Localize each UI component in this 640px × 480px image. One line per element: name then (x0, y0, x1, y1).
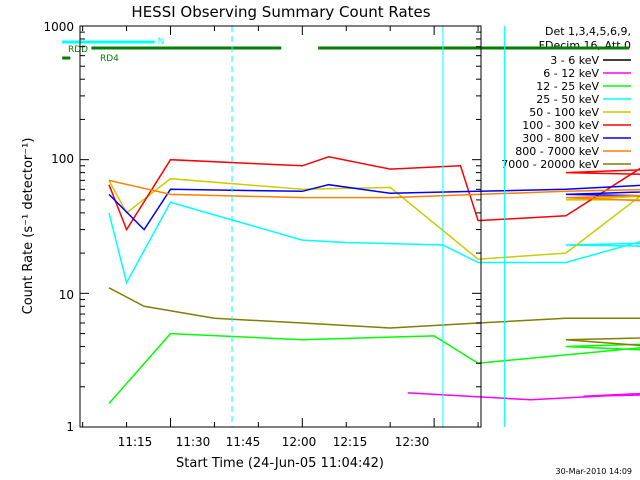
chart-title: HESSI Observing Summary Count Rates (131, 3, 430, 21)
x-axis (82, 26, 479, 427)
flag-n-label: N (158, 37, 165, 47)
x-tick-label: 12:00 (282, 435, 317, 449)
footer-date: 30-Mar-2010 14:09 (556, 467, 633, 476)
x-tick-label: 11:30 (176, 435, 211, 449)
legend-label: 6 - 12 keV (543, 67, 599, 80)
plot-area: N RDD RD4 (62, 26, 640, 427)
series-line-3 (108, 201, 640, 285)
flag-rdd-label: RDD (68, 45, 88, 55)
series-line-4 (108, 177, 640, 260)
x-tick-label: 12:30 (395, 435, 430, 449)
legend-label: 7000 - 20000 keV (501, 158, 599, 171)
legend-label: 3 - 6 keV (550, 54, 599, 67)
y-tick-label: 100 (51, 152, 74, 166)
legend-label: 25 - 50 keV (536, 93, 599, 106)
series-line-1 (407, 392, 640, 401)
plot-frame (79, 25, 482, 428)
y-tick-label: 10 (59, 288, 74, 302)
series-line-2 (108, 332, 640, 404)
series-line-7 (108, 179, 640, 202)
y-tick-label: 1000 (43, 20, 74, 34)
legend-label: 300 - 800 keV (522, 132, 599, 145)
legend-label: 800 - 7000 keV (515, 145, 599, 158)
y-axis-label: Count Rate (s⁻¹ detector⁻¹) (21, 138, 36, 315)
y-axis (80, 31, 481, 428)
legend-label: 12 - 25 keV (536, 80, 599, 93)
flag-rd4-label: RD4 (100, 54, 119, 64)
legend-label: 50 - 100 keV (529, 106, 599, 119)
x-tick-label: 11:15 (118, 435, 153, 449)
x-tick-label: 12:15 (333, 435, 368, 449)
series-line-8 (108, 287, 640, 347)
legend-header-line-2: FDecim 16, Att 0 (539, 39, 631, 52)
series-line-6 (108, 183, 640, 231)
y-tick-label: 1 (66, 420, 74, 434)
x-axis-label: Start Time (24-Jun-05 11:04:42) (176, 456, 384, 471)
time-markers (231, 26, 505, 427)
legend-header-line-1: Det 1,3,4,5,6,9, (545, 25, 631, 38)
x-tick-label: 11:45 (226, 435, 261, 449)
legend-label: 100 - 300 keV (522, 119, 599, 132)
